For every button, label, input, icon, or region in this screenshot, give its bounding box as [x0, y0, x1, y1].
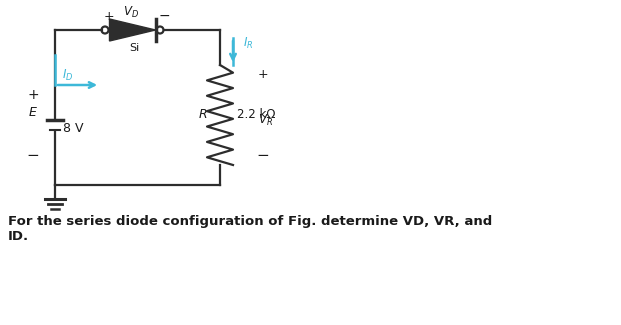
Text: 8 V: 8 V	[63, 122, 83, 135]
Polygon shape	[109, 19, 155, 41]
Text: −: −	[256, 148, 270, 162]
Text: R: R	[199, 109, 207, 122]
Text: 2.2 kΩ: 2.2 kΩ	[237, 109, 276, 122]
Text: For the series diode configuration of Fig. determine VD, VR, and
ID.: For the series diode configuration of Fi…	[8, 215, 492, 243]
Text: $I_R$: $I_R$	[243, 35, 253, 51]
Text: +: +	[104, 9, 114, 22]
Text: −: −	[27, 148, 39, 162]
Text: E: E	[29, 107, 37, 120]
Text: +: +	[27, 88, 39, 102]
Text: $I_D$: $I_D$	[62, 68, 74, 83]
Text: −: −	[158, 9, 170, 23]
Text: Si: Si	[129, 43, 140, 53]
Text: $V_R$: $V_R$	[258, 112, 273, 127]
Text: $V_D$: $V_D$	[122, 5, 138, 20]
Text: +: +	[258, 69, 268, 82]
